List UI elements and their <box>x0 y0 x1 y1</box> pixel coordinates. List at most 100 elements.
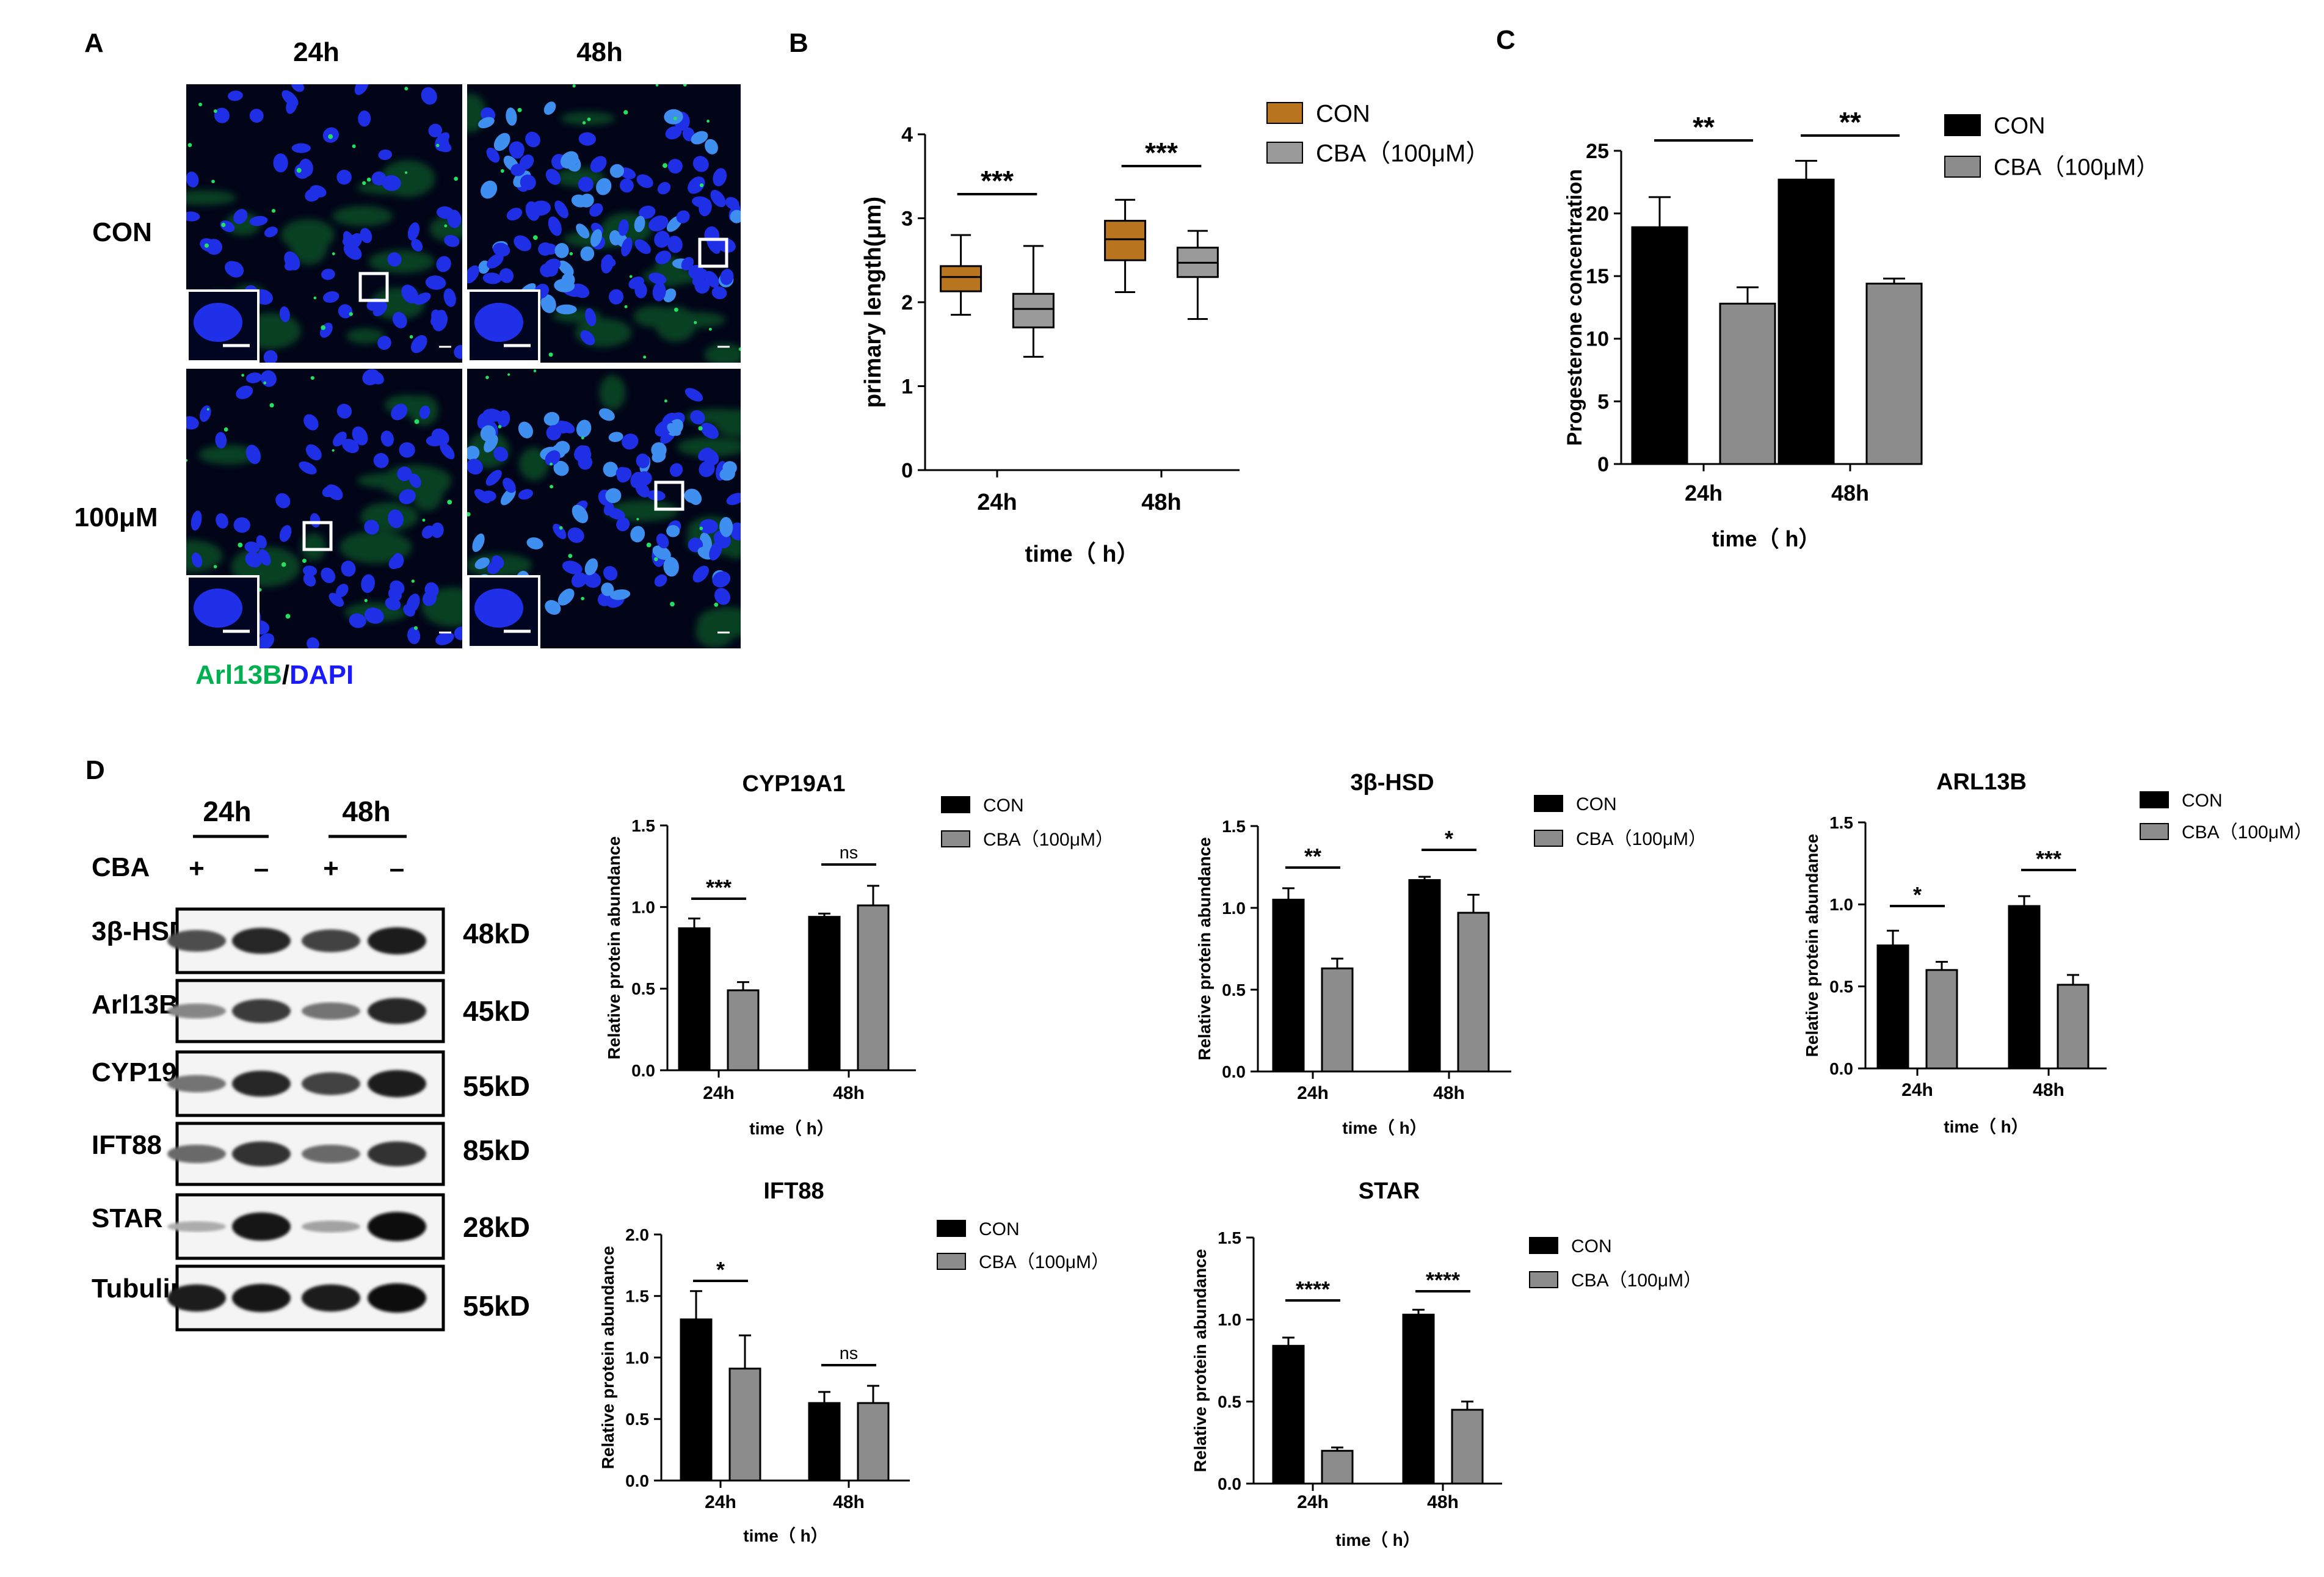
legend-arl13b: Arl13B <box>195 660 282 690</box>
cilium-dot <box>532 235 538 241</box>
cilium-dot <box>221 222 226 227</box>
blot-protein-label: IFT88 <box>92 1130 162 1160</box>
nucleus <box>616 517 630 532</box>
inset-nucleus <box>474 589 523 628</box>
y-tick-label: 0.0 <box>631 1061 655 1080</box>
nucleus <box>664 109 683 125</box>
blot-band <box>368 927 426 955</box>
nucleus <box>273 153 288 173</box>
arl13b-haze <box>346 328 385 344</box>
nucleus <box>651 442 667 458</box>
nucleus <box>545 600 561 615</box>
nucleus <box>343 243 362 260</box>
legend-swatch <box>937 1253 966 1270</box>
nucleus <box>263 350 278 363</box>
nucleus <box>401 285 418 303</box>
x-tick-label: 24h <box>705 1492 736 1512</box>
nucleus <box>648 216 669 231</box>
nucleus <box>338 304 353 319</box>
nucleus <box>322 291 340 303</box>
legend-label: CON <box>979 1219 1020 1239</box>
blot-size-label: 45kD <box>463 995 530 1027</box>
nucleus <box>436 256 451 272</box>
nucleus <box>378 149 392 161</box>
nucleus <box>480 180 498 199</box>
nucleus <box>559 421 575 433</box>
nucleus <box>467 446 480 460</box>
blot-band <box>232 999 291 1023</box>
lane-sign: + <box>189 854 205 883</box>
micrograph-tile <box>467 84 741 363</box>
cilium-dot <box>624 305 628 308</box>
blot-band <box>232 1212 291 1241</box>
y-tick-label: 1.0 <box>625 1348 649 1367</box>
nucleus <box>333 431 347 447</box>
nucleus <box>478 117 495 129</box>
y-tick-label: 0.5 <box>631 979 655 998</box>
nucleus <box>609 230 621 245</box>
nucleus <box>443 288 456 307</box>
legend-swatch <box>941 796 970 813</box>
nucleus <box>652 545 671 560</box>
nucleus <box>634 282 647 299</box>
blot-band <box>368 1212 426 1241</box>
cilium-dot <box>694 321 697 324</box>
cilium-dot <box>664 399 667 403</box>
legend-swatch <box>1266 102 1303 124</box>
cilium-dot <box>485 375 489 379</box>
nucleus <box>336 169 352 185</box>
nucleus <box>487 561 501 575</box>
chart-title: CYP19A1 <box>743 771 846 797</box>
nucleus <box>652 282 666 302</box>
nucleus <box>425 275 446 290</box>
lane-sign: – <box>390 854 404 883</box>
blot-band <box>232 1141 291 1167</box>
nucleus <box>421 87 437 105</box>
nucleus <box>603 462 619 477</box>
nucleus <box>590 229 602 247</box>
panel-letter-c: C <box>1496 25 1516 55</box>
nucleus <box>245 444 261 465</box>
y-tick-label: 0.0 <box>1218 1474 1241 1493</box>
legend-label: CON <box>1571 1236 1612 1256</box>
nucleus <box>228 90 243 101</box>
micrograph-tile <box>186 369 462 648</box>
nucleus <box>499 268 514 283</box>
nucleus <box>423 590 437 606</box>
y-tick-label: 0.0 <box>1222 1062 1246 1081</box>
micro-col-label-24h: 24h <box>293 37 340 67</box>
bar <box>1272 1344 1305 1485</box>
chart-star: STAR 0.0 0.5 1.0 1.5 24h 48h time（ h） Relative p… <box>1191 1178 1702 1550</box>
cilium-dot <box>302 559 307 564</box>
micro-row-label-100um: 100μM <box>74 502 158 532</box>
nucleus <box>215 432 227 449</box>
cilium-dot <box>436 143 440 147</box>
nucleus <box>233 209 248 224</box>
nucleus <box>699 198 712 217</box>
arl13b-haze <box>677 437 741 457</box>
y-tick-label: 15 <box>1586 265 1609 288</box>
legend-swatch <box>1944 114 1981 136</box>
nucleus <box>480 408 497 425</box>
x-axis-label: time（ h） <box>749 1118 833 1138</box>
nucleus <box>667 236 683 253</box>
nucleus <box>730 209 741 223</box>
cilium-dot <box>467 512 471 517</box>
bar <box>727 989 760 1071</box>
cilium-dot <box>517 107 522 112</box>
y-tick-label: 1.5 <box>1218 1228 1241 1247</box>
y-tick-label: 0 <box>1597 453 1609 476</box>
blot-band <box>232 927 291 954</box>
nucleus <box>236 385 253 399</box>
nucleus <box>531 200 551 216</box>
x-tick-label: 24h <box>977 490 1017 515</box>
nucleus <box>506 107 517 126</box>
legend-label: CON <box>1994 114 2045 139</box>
y-tick-label: 1.5 <box>1222 817 1246 836</box>
cilium-dot <box>332 449 335 452</box>
blot-size-label: 28kD <box>463 1211 530 1243</box>
nucleus <box>578 445 590 460</box>
nucleus <box>406 593 420 614</box>
nucleus <box>634 239 651 254</box>
arl13b-haze <box>301 533 326 561</box>
